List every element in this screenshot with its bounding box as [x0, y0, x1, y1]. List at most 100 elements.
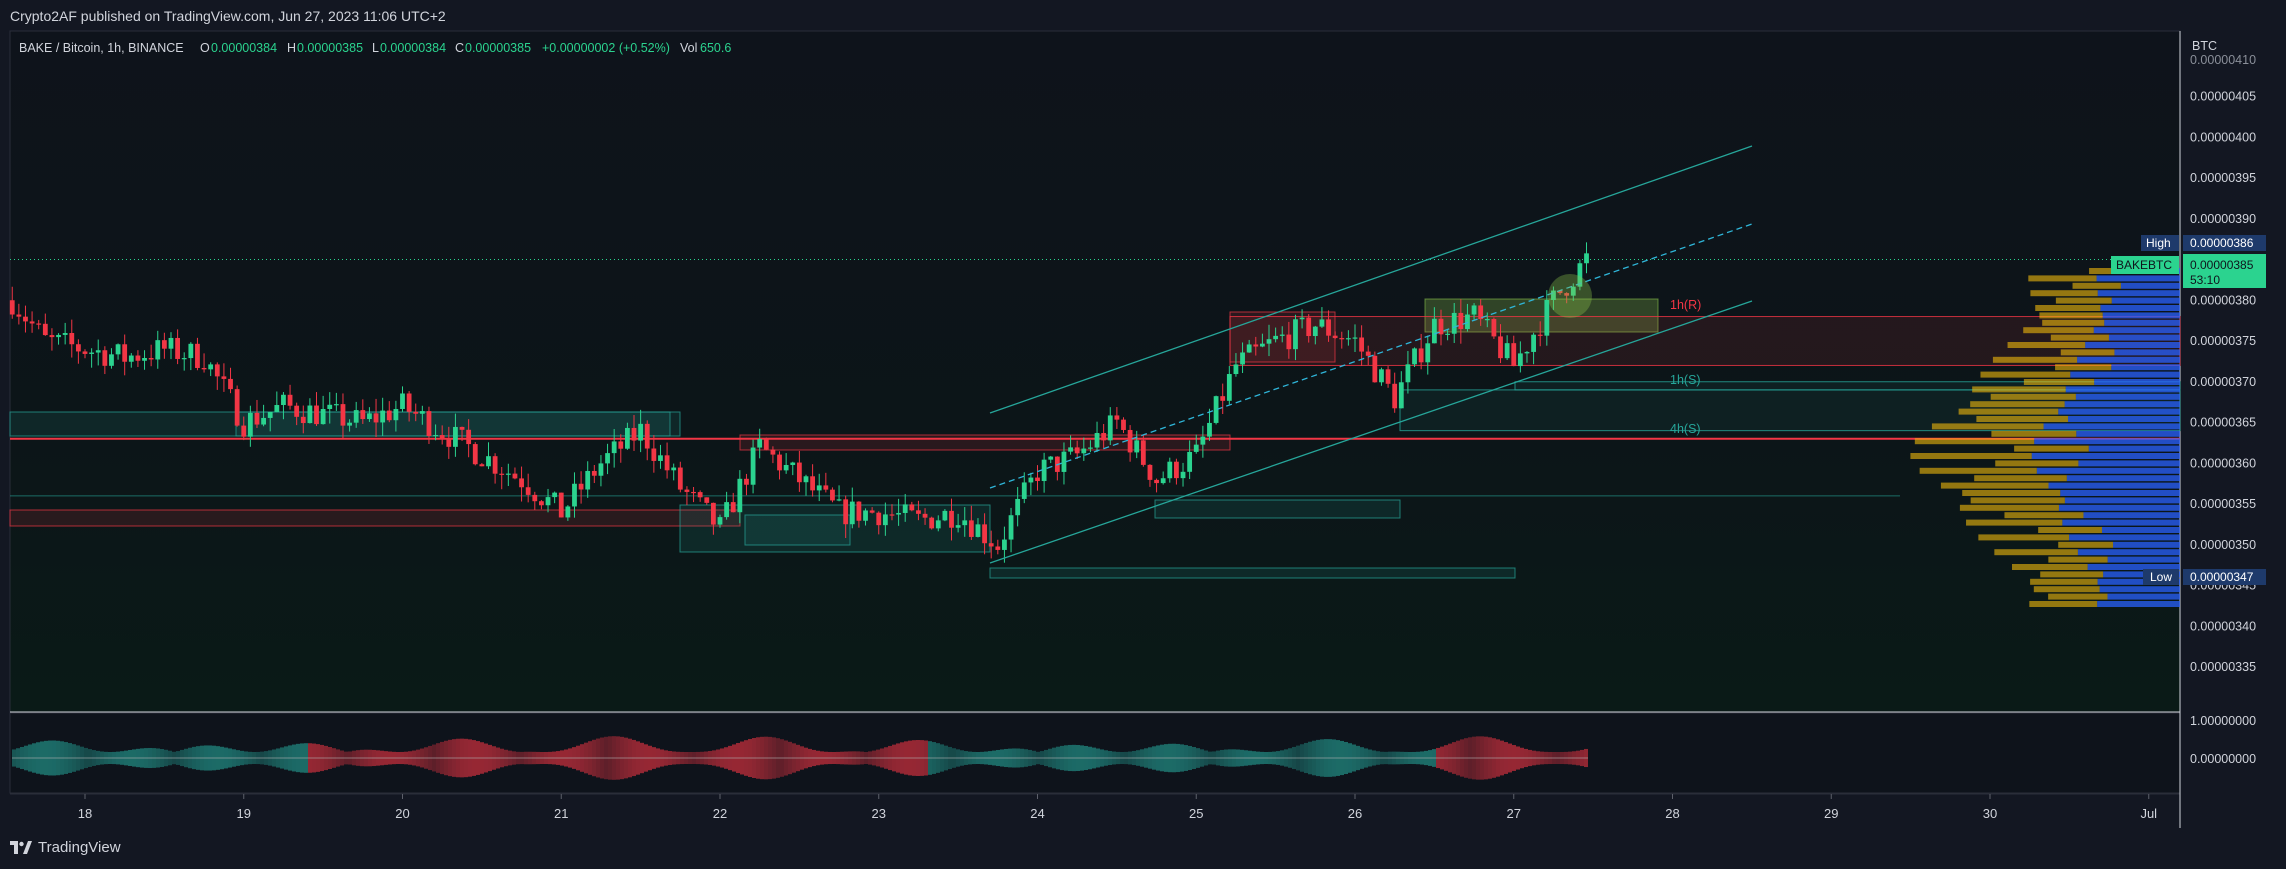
- brand-name: TradingView: [38, 839, 121, 856]
- candle-body: [1160, 478, 1166, 484]
- candle-body: [1226, 374, 1232, 401]
- candle-body: [1504, 343, 1510, 359]
- price-axis-currency: BTC: [2192, 39, 2217, 53]
- time-tick: 20: [395, 806, 409, 821]
- candle-body: [23, 316, 28, 322]
- volume-profile-bar: [2102, 312, 2180, 319]
- price-tick: 0.00000335: [2190, 660, 2256, 674]
- time-tick: 24: [1030, 806, 1044, 821]
- demand-zone: [744, 514, 851, 546]
- candle-body: [631, 427, 637, 441]
- candle-body: [1081, 448, 1087, 454]
- candle-body: [49, 335, 55, 338]
- candle-body: [367, 413, 372, 420]
- candle-body: [333, 404, 339, 406]
- candle-body: [830, 489, 835, 501]
- volume-profile-bar: [2031, 453, 2180, 459]
- volume-profile-bar: [1995, 460, 2079, 467]
- volume-profile: [1910, 268, 2180, 607]
- candle-body: [1286, 334, 1292, 350]
- volume-profile-bar: [2004, 512, 2084, 519]
- candle-body: [1213, 396, 1219, 423]
- candle-body: [863, 510, 868, 521]
- candle-body: [128, 355, 134, 362]
- candle-body: [479, 464, 485, 467]
- candle-body: [1028, 477, 1034, 483]
- candle-body: [790, 462, 796, 465]
- tradingview-brand[interactable]: TradingView: [10, 839, 121, 856]
- volume-profile-bar: [2111, 364, 2180, 371]
- candle-body: [1345, 338, 1351, 340]
- legend-o-label: O: [200, 41, 210, 55]
- volume-profile-bar: [2094, 379, 2180, 385]
- candle-body: [1517, 353, 1523, 367]
- candle-body: [578, 483, 584, 490]
- candle-body: [1531, 334, 1536, 352]
- candle-body: [1293, 319, 1298, 350]
- volume-profile-bar: [2036, 467, 2180, 474]
- price-axis[interactable]: BTC 0.00000410 0.00000405 0.00000400 0.000…: [2111, 39, 2266, 766]
- candle-body: [638, 423, 644, 441]
- candle-body: [644, 423, 650, 449]
- candle-body: [876, 512, 882, 526]
- candle-body: [433, 435, 438, 437]
- volume-profile-bar: [2104, 319, 2180, 326]
- candle-body: [1570, 286, 1576, 296]
- time-axis[interactable]: 18 19 20 21 22 23 24 25 26 27 28 29 30 Jul: [78, 794, 2157, 821]
- channel-upper-line: [989, 145, 1753, 414]
- candle-body: [201, 367, 207, 370]
- demand-zone: [235, 411, 681, 437]
- candle-body: [505, 473, 511, 475]
- price-tick: 0.00000375: [2190, 334, 2256, 348]
- volume-profile-bar: [2048, 482, 2180, 489]
- high-value-tag: [2183, 235, 2266, 251]
- candle-body: [1498, 336, 1503, 359]
- supply-zone: [9, 509, 741, 527]
- demand-zone: [9, 411, 671, 437]
- price-tick: 0.00000370: [2190, 375, 2256, 389]
- candle-body: [598, 463, 604, 476]
- candle-body: [1326, 319, 1331, 336]
- accumulation-box: [1424, 298, 1659, 333]
- candle-body: [1405, 364, 1411, 383]
- candle-body: [380, 410, 386, 423]
- legend-change: +0.00000002 (+0.52%): [542, 41, 670, 55]
- legend-c-label: C: [455, 41, 464, 55]
- candle-body: [671, 467, 677, 471]
- candle-body: [466, 429, 472, 445]
- candle-body: [1021, 482, 1027, 499]
- volume-profile-bar: [2050, 334, 2109, 341]
- volume-profile-bar: [1990, 393, 2076, 400]
- volume-profile-bar: [2060, 349, 2115, 356]
- candle-body: [697, 492, 703, 498]
- time-tick: 22: [713, 806, 727, 821]
- volume-profile-bar: [2014, 445, 2089, 452]
- candle-body: [1008, 515, 1014, 540]
- candles-layer: [9, 242, 1589, 563]
- volume-profile-bar: [2076, 430, 2180, 437]
- volume-profile-bar: [2039, 312, 2103, 319]
- volume-profile-bar: [2089, 268, 2130, 274]
- candle-body: [1352, 337, 1358, 339]
- candle-body: [816, 485, 822, 491]
- volume-profile-bar: [1976, 416, 2069, 422]
- candle-body: [1193, 444, 1199, 452]
- volume-profile-bar: [1958, 408, 2059, 415]
- volume-profile-bar: [2107, 593, 2180, 600]
- time-tick: 18: [78, 806, 92, 821]
- candle-body: [161, 340, 167, 349]
- low-value: 0.00000347: [2190, 570, 2254, 584]
- volume-profile-bar: [2058, 504, 2180, 511]
- candle-body: [1478, 305, 1484, 320]
- candle-body: [1458, 312, 1464, 330]
- candle-body: [677, 467, 683, 490]
- volume-profile-bar: [2107, 556, 2180, 563]
- candle-body: [294, 405, 300, 417]
- candle-body: [1418, 348, 1424, 363]
- candle-body: [267, 411, 273, 418]
- volume-profile-bar: [2103, 571, 2180, 578]
- candle-body: [82, 351, 88, 354]
- main-pane: [9, 30, 2181, 713]
- volume-profile-bar: [1914, 438, 2035, 445]
